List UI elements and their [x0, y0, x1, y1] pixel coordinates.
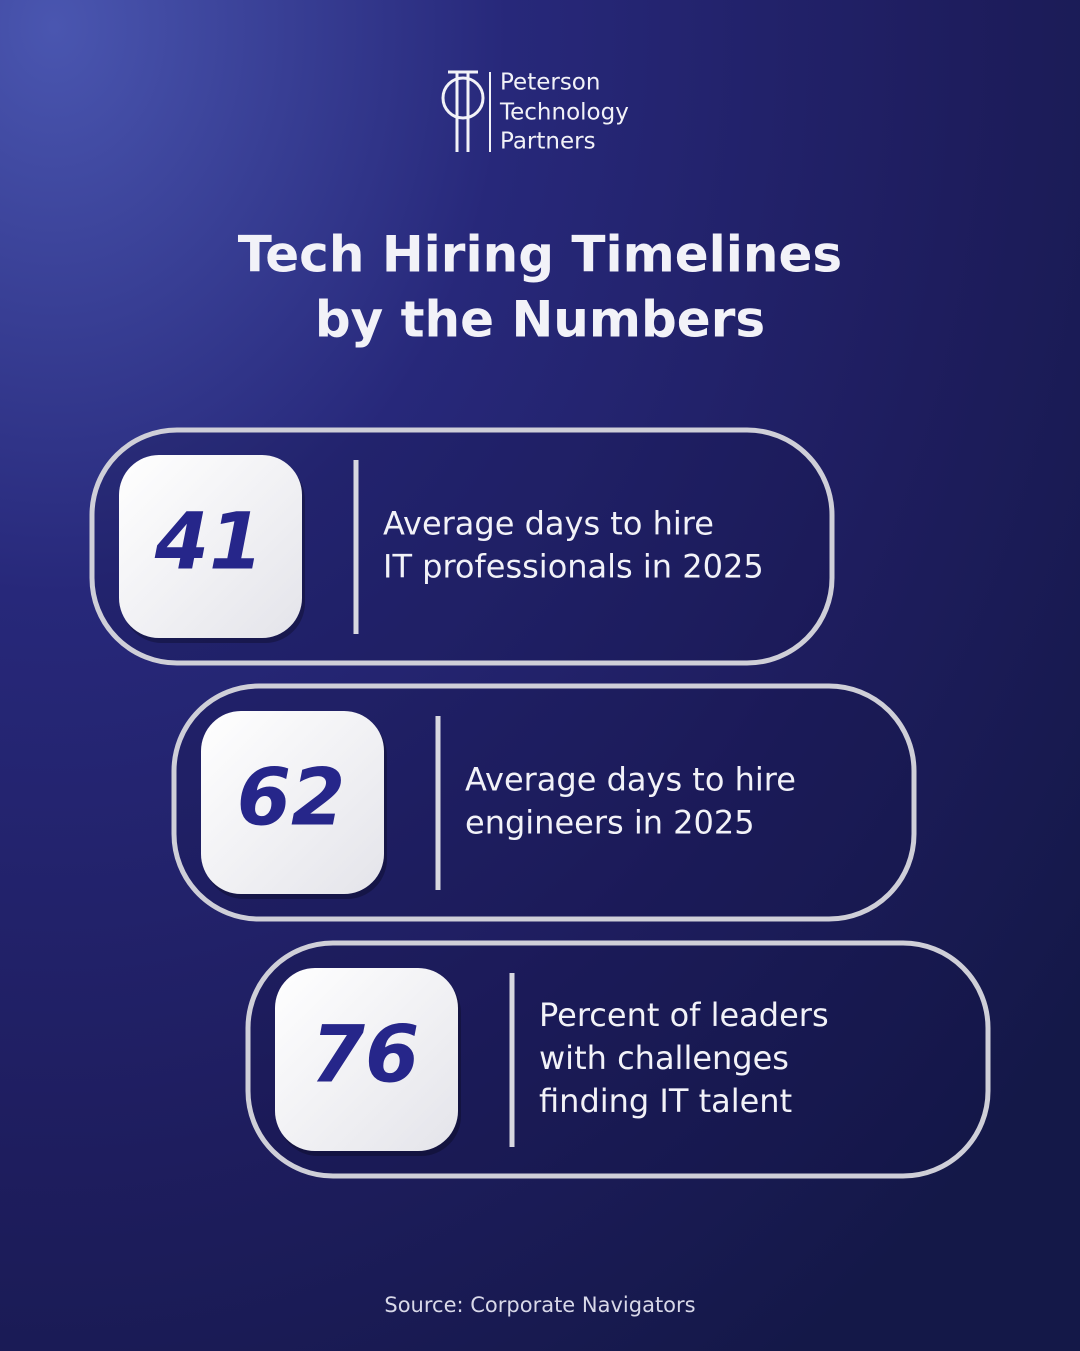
- stat-value: 41: [154, 497, 264, 587]
- title: by the Numbers: [315, 291, 765, 349]
- stat-description: IT professionals in 2025: [383, 548, 764, 586]
- stat-description: Average days to hire: [383, 505, 714, 543]
- stat-description: Percent of leaders: [539, 996, 829, 1034]
- number-box: [201, 711, 384, 894]
- number-box: [119, 455, 302, 638]
- source: Source: Corporate Navigators: [384, 1293, 695, 1317]
- stat-description: with challenges: [539, 1039, 789, 1077]
- logo-text: Technology: [499, 100, 629, 126]
- title: Tech Hiring Timelines: [238, 226, 842, 284]
- logo-mark: [441, 70, 491, 152]
- stat-description: finding IT talent: [539, 1082, 792, 1120]
- logo-text: Partners: [500, 129, 596, 155]
- number-box: [275, 968, 458, 1151]
- stat-description: Average days to hire: [465, 761, 796, 799]
- stat-value: 76: [311, 1010, 420, 1100]
- stat-value: 62: [237, 753, 346, 843]
- stat-description: engineers in 2025: [465, 804, 755, 842]
- logo-text: Peterson: [500, 70, 600, 96]
